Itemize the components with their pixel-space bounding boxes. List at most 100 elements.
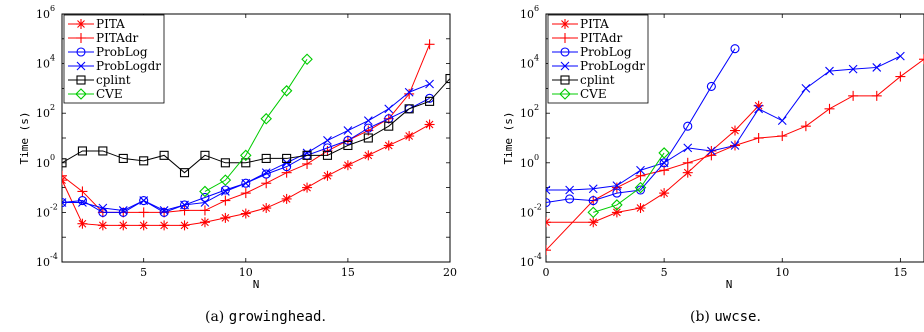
point-CVE (280, 85, 293, 97)
point-ProbLogdr (78, 198, 87, 207)
point-ProbLog (546, 197, 551, 208)
legend-label: ProbLogdr (96, 59, 161, 73)
point-PITAdr (404, 88, 415, 99)
point-ProbLogdr (241, 178, 251, 188)
y-tick-exponent: 2 (50, 103, 55, 112)
plot-area (62, 39, 450, 231)
y-tick-exponent: 6 (534, 4, 539, 13)
point-ProbLogdr (895, 51, 905, 61)
point-cplint (404, 104, 414, 114)
point-ProbLogdr (323, 136, 332, 145)
y-tick-label: 10 (520, 107, 534, 120)
point-PITAdr (895, 71, 906, 82)
point-cplint (241, 158, 251, 168)
point-PITA (404, 131, 415, 142)
point-ProbLog (139, 196, 149, 206)
point-PITA (682, 167, 693, 178)
point-PITA (383, 140, 394, 151)
point-PITA (588, 217, 599, 228)
legend-marker (560, 75, 570, 85)
point-cplint (384, 121, 394, 131)
point-cplint (322, 150, 333, 160)
point-ProbLogdr (683, 143, 693, 153)
legend-label: cplint (580, 73, 615, 87)
series-line-ProbLogdr (546, 55, 901, 191)
series-line-PITA (546, 105, 759, 223)
series-line-CVE (204, 58, 308, 192)
point-CVE (611, 199, 623, 211)
point-cplint (179, 168, 190, 178)
legend-label: PITA (96, 17, 125, 31)
point-PITA (281, 193, 292, 204)
point-ProbLogdr (636, 165, 645, 175)
point-ProbLog (343, 135, 353, 145)
point-PITAdr (919, 54, 924, 65)
y-tick-label: 10 (36, 8, 50, 21)
point-ProbLog (363, 123, 373, 133)
legend-box (63, 14, 165, 104)
legend-label: PITAdr (96, 31, 139, 45)
point-ProbLog (200, 192, 210, 203)
point-ProbLog (612, 188, 622, 198)
point-PITA (77, 218, 88, 229)
point-PITA (635, 203, 646, 214)
point-ProbLogdr (200, 198, 210, 207)
legend-box (547, 14, 649, 104)
point-PITAdr (424, 39, 435, 50)
legend-marker (76, 61, 86, 71)
point-PITA (730, 125, 740, 136)
point-CVE (260, 112, 272, 125)
point-cplint (343, 140, 353, 151)
point-CVE (301, 53, 313, 66)
point-PITAdr (753, 133, 764, 143)
point-PITA (302, 182, 313, 193)
point-ProbLogdr (546, 185, 551, 195)
point-ProbLog (77, 196, 87, 206)
y-tick-exponent: 4 (50, 54, 55, 63)
point-ProbLogdr (384, 104, 394, 114)
point-ProbLog (159, 207, 169, 217)
series-line-PITAdr (546, 58, 924, 251)
point-ProbLogdr (425, 79, 434, 89)
legend-marker (560, 33, 570, 43)
y-tick-label: 10 (520, 58, 534, 71)
point-PITA (159, 220, 170, 231)
point-PITA (240, 208, 251, 219)
point-PITAdr (848, 90, 859, 101)
point-ProbLogdr (612, 181, 622, 191)
point-ProbLogdr (872, 63, 882, 72)
point-ProbLogdr (98, 203, 108, 213)
point-PITA (138, 220, 149, 231)
legend-marker (76, 19, 86, 29)
point-PITAdr (635, 170, 646, 181)
point-CVE (658, 147, 670, 159)
legend-label: cplint (96, 73, 131, 87)
point-ProbLog (261, 169, 271, 179)
point-PITA (97, 220, 108, 231)
point-ProbLog (659, 158, 669, 168)
legend-marker (75, 88, 87, 100)
y-tick-exponent: 6 (50, 4, 55, 13)
point-ProbLog (683, 121, 693, 131)
point-ProbLogdr (588, 184, 598, 194)
point-CVE (219, 174, 232, 186)
y-tick-label: 10 (36, 157, 50, 170)
point-cplint (62, 158, 67, 168)
point-PITAdr (138, 207, 149, 218)
legend-marker (559, 88, 571, 100)
point-ProbLogdr (343, 126, 353, 135)
y-tick-label: 10 (520, 206, 534, 219)
point-PITAdr (777, 131, 788, 142)
point-PITA (199, 217, 210, 228)
point-ProbLog (706, 81, 716, 91)
point-ProbLogdr (777, 116, 787, 126)
point-ProbLogdr (180, 200, 189, 210)
x-axis-label: N (253, 278, 260, 291)
y-tick-label: 10 (520, 8, 534, 21)
series-line-ProbLog (546, 48, 736, 204)
point-cplint (220, 158, 230, 168)
legend-label: ProbLogdr (580, 59, 645, 73)
legend-marker (76, 47, 86, 57)
